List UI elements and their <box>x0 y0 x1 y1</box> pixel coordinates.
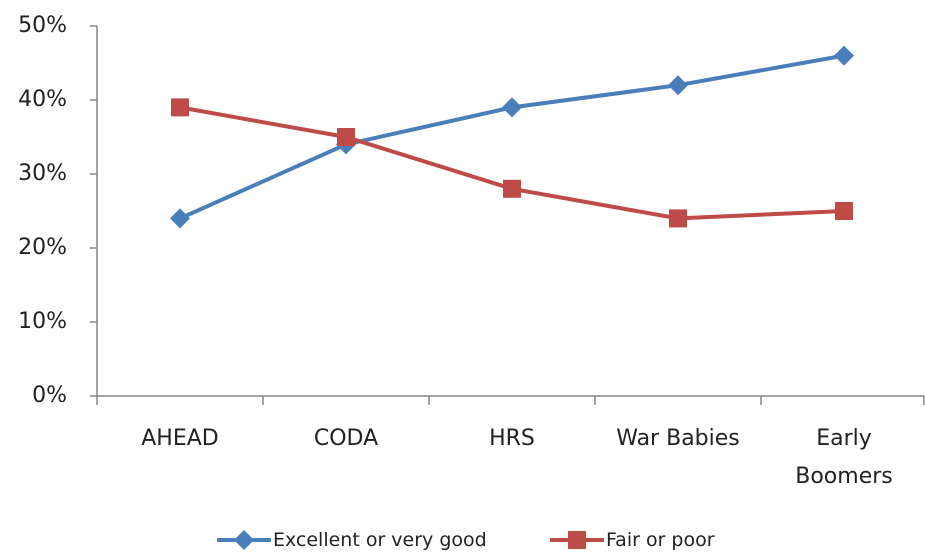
y-tick-label: 30% <box>18 161 67 186</box>
marker <box>668 75 688 96</box>
y-tick-label: 20% <box>18 235 67 260</box>
y-tick-label: 40% <box>18 87 67 112</box>
marker <box>234 530 254 550</box>
y-tick-label: 0% <box>32 383 67 408</box>
y-tick-label: 10% <box>18 309 67 334</box>
marker <box>337 128 355 146</box>
legend-label: Fair or poor <box>606 529 715 551</box>
marker <box>834 45 854 66</box>
legend-label: Excellent or very good <box>273 529 487 551</box>
y-tick-label: 50% <box>18 13 67 38</box>
x-tick-label: HRS <box>489 426 535 451</box>
marker <box>503 179 521 198</box>
marker <box>835 202 853 220</box>
marker <box>170 208 190 229</box>
legend-swatch <box>550 531 604 549</box>
marker <box>171 98 189 117</box>
marker <box>669 209 687 228</box>
marker <box>502 97 522 118</box>
x-tick-label: War Babies <box>616 426 740 451</box>
legend-swatch <box>217 530 271 550</box>
x-tick-label: CODA <box>313 426 379 451</box>
x-tick-label: AHEAD <box>141 426 219 451</box>
x-tick-label: Early Boomers <box>795 426 893 489</box>
marker <box>568 531 586 549</box>
legend-item: Fair or poor <box>548 526 715 554</box>
legend-item: Excellent or very good <box>215 526 487 554</box>
series-line <box>179 105 845 221</box>
